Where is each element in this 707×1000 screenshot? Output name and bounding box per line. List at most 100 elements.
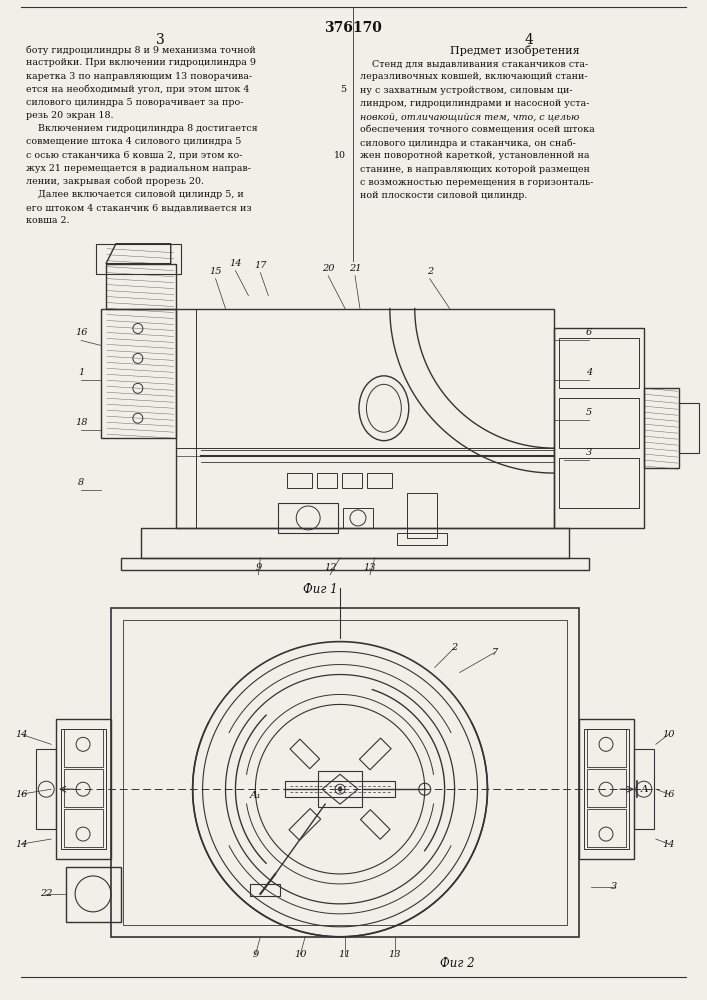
Bar: [287, 473, 312, 488]
Text: 12: 12: [324, 563, 337, 572]
Text: 16: 16: [662, 790, 675, 799]
Bar: [584, 729, 629, 849]
Text: его штоком 4 стаканчик 6 выдавливается из: его штоком 4 стаканчик 6 выдавливается и…: [26, 203, 252, 212]
Text: резь 20 экран 18.: резь 20 экран 18.: [26, 111, 114, 120]
Text: 14: 14: [229, 259, 242, 268]
Bar: [96, 244, 181, 274]
Text: 3: 3: [156, 33, 165, 47]
Bar: [407, 493, 437, 538]
Bar: [644, 388, 679, 468]
Text: 3: 3: [586, 448, 592, 457]
Text: 14: 14: [15, 840, 28, 849]
Bar: [587, 809, 626, 847]
Text: Стенд для выдавливания стаканчиков ста-: Стенд для выдавливания стаканчиков ста-: [360, 59, 588, 68]
Text: 13: 13: [363, 563, 376, 572]
Text: с осью стаканчика 6 ковша 2, при этом ко-: с осью стаканчика 6 ковша 2, при этом ко…: [26, 151, 243, 160]
Text: Включением гидроцилиндра 8 достигается: Включением гидроцилиндра 8 достигается: [26, 124, 258, 133]
Text: с возможностью перемещения в горизонталь-: с возможностью перемещения в горизонталь…: [360, 178, 593, 187]
Text: 22: 22: [40, 889, 52, 898]
Bar: [141, 528, 569, 558]
Bar: [554, 328, 644, 528]
Text: жух 21 перемещается в радиальном направ-: жух 21 перемещается в радиальном направ-: [26, 164, 251, 173]
Text: 3: 3: [611, 882, 617, 891]
Text: станине, в направляющих которой размещен: станине, в направляющих которой размещен: [360, 165, 590, 174]
Text: 10: 10: [294, 950, 306, 959]
Text: 10: 10: [334, 151, 346, 160]
Bar: [397, 533, 447, 545]
Text: обеспечения точного совмещения осей штока: обеспечения точного совмещения осей шток…: [360, 125, 595, 134]
Text: ется на необходимый угол, при этом шток 4: ется на необходимый угол, при этом шток …: [26, 85, 250, 94]
Bar: [634, 749, 654, 829]
Bar: [123, 620, 567, 925]
Text: 6: 6: [586, 328, 592, 337]
Text: 4: 4: [586, 368, 592, 377]
Text: 4: 4: [525, 33, 534, 47]
Text: новкой, отличающийся тем, что, с целью: новкой, отличающийся тем, что, с целью: [360, 112, 579, 121]
Bar: [285, 781, 395, 797]
Text: Фиг 2: Фиг 2: [440, 957, 474, 970]
Text: 2: 2: [426, 267, 433, 276]
Text: 11: 11: [339, 950, 351, 959]
Bar: [56, 719, 111, 859]
Text: 14: 14: [15, 730, 28, 739]
Bar: [559, 458, 639, 508]
Bar: [106, 264, 176, 309]
Text: 8: 8: [78, 478, 84, 487]
Bar: [367, 473, 392, 488]
Bar: [64, 729, 103, 767]
Bar: [36, 749, 56, 829]
Text: леразливочных ковшей, включающий стани-: леразливочных ковшей, включающий стани-: [360, 72, 588, 81]
Text: 16: 16: [15, 790, 28, 799]
Text: 7: 7: [491, 648, 498, 657]
Bar: [343, 508, 373, 528]
Text: силового цилиндра и стаканчика, он снаб-: силового цилиндра и стаканчика, он снаб-: [360, 138, 575, 148]
Bar: [679, 403, 699, 453]
Bar: [64, 809, 103, 847]
Text: 18: 18: [75, 418, 88, 427]
Bar: [318, 771, 362, 807]
Bar: [559, 338, 639, 388]
Text: 16: 16: [75, 328, 88, 337]
Bar: [176, 309, 554, 528]
Bar: [587, 769, 626, 807]
Text: ну с захватным устройством, силовым ци-: ну с захватным устройством, силовым ци-: [360, 86, 573, 95]
Text: 20: 20: [322, 264, 334, 273]
Bar: [587, 729, 626, 767]
Text: Предмет изобретения: Предмет изобретения: [450, 45, 579, 56]
Bar: [64, 769, 103, 807]
Text: 1: 1: [78, 368, 84, 377]
Text: 10: 10: [662, 730, 675, 739]
Bar: [279, 503, 338, 533]
Text: Фиг 1: Фиг 1: [303, 583, 337, 596]
Text: силового цилиндра 5 поворачивает за про-: силового цилиндра 5 поворачивает за про-: [26, 98, 244, 107]
Text: жен поворотной кареткой, установленной на: жен поворотной кареткой, установленной н…: [360, 151, 590, 160]
Text: 13: 13: [389, 950, 401, 959]
Bar: [559, 398, 639, 448]
Bar: [111, 608, 579, 937]
Circle shape: [338, 787, 342, 791]
Bar: [66, 867, 121, 922]
Text: линдром, гидроцилиндрами и насосной уста-: линдром, гидроцилиндрами и насосной уста…: [360, 99, 590, 108]
Text: боту гидроцилиндры 8 и 9 механизма точной: боту гидроцилиндры 8 и 9 механизма точно…: [26, 45, 256, 55]
Bar: [342, 473, 362, 488]
Bar: [317, 473, 337, 488]
Bar: [101, 309, 176, 438]
Text: совмещение штока 4 силового цилиндра 5: совмещение штока 4 силового цилиндра 5: [26, 137, 242, 146]
Text: 9: 9: [252, 950, 259, 959]
Text: 5: 5: [586, 408, 592, 417]
Bar: [250, 884, 280, 896]
Text: 21: 21: [349, 264, 361, 273]
Bar: [121, 558, 589, 570]
Text: 2: 2: [452, 643, 457, 652]
Text: каретка 3 по направляющим 13 поворачива-: каретка 3 по направляющим 13 поворачива-: [26, 72, 252, 81]
Bar: [61, 729, 106, 849]
Text: A₁: A₁: [250, 791, 261, 800]
Text: A: A: [641, 785, 648, 794]
Text: 5: 5: [340, 85, 346, 94]
Text: 14: 14: [662, 840, 675, 849]
Text: ной плоскости силовой цилиндр.: ной плоскости силовой цилиндр.: [360, 191, 527, 200]
Text: 376170: 376170: [324, 21, 382, 35]
Text: лении, закрывая собой прорезь 20.: лении, закрывая собой прорезь 20.: [26, 177, 204, 186]
Text: 17: 17: [254, 261, 267, 270]
Text: ковша 2.: ковша 2.: [26, 216, 70, 225]
